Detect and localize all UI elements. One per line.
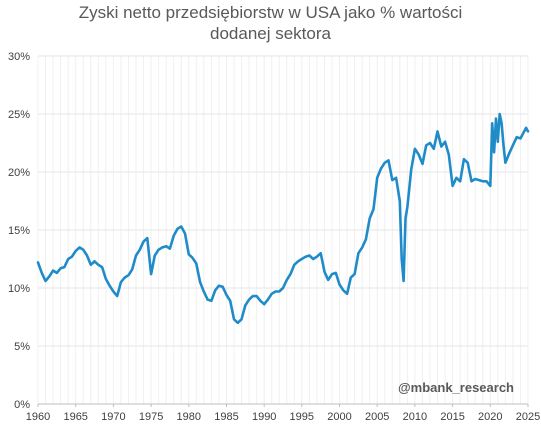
x-tick-label: 2000: [327, 411, 351, 423]
x-tick-label: 1985: [214, 411, 238, 423]
x-tick-label: 1980: [177, 411, 201, 423]
x-tick-label: 2015: [440, 411, 464, 423]
x-tick-label: 2020: [478, 411, 502, 423]
series-line: [36, 112, 530, 325]
y-tick-label: 5%: [14, 341, 30, 353]
x-tick-label: 1960: [26, 411, 50, 423]
watermark: @mbank_research: [398, 380, 514, 395]
y-tick-label: 25%: [8, 109, 30, 121]
chart-title-line-1: Zyski netto przedsiębiorstw w USA jako %…: [78, 3, 463, 22]
x-axis-ticks: 1960 1965 1970 1975 1980 1985 1990 1995 2000 2005…: [26, 404, 540, 423]
chart-grid: [37, 55, 529, 404]
y-tick-label: 0%: [14, 399, 30, 411]
y-tick-label: 20%: [8, 167, 30, 179]
x-tick-label: 1965: [63, 411, 87, 423]
x-tick-label: 2010: [403, 411, 427, 423]
y-axis-ticks: 0% 5% 10% 15% 20% 25% 30%: [8, 51, 30, 411]
x-tick-label: 1995: [290, 411, 314, 423]
x-tick-label: 2005: [365, 411, 389, 423]
y-tick-label: 15%: [8, 225, 30, 237]
y-tick-label: 10%: [8, 283, 30, 295]
x-tick-label: 1975: [139, 411, 163, 423]
x-tick-label: 2025: [516, 411, 540, 423]
y-tick-label: 30%: [8, 51, 30, 63]
x-tick-label: 1970: [101, 411, 125, 423]
x-tick-label: 1990: [252, 411, 276, 423]
chart-title-line-2: dodanej sektora: [210, 24, 331, 43]
